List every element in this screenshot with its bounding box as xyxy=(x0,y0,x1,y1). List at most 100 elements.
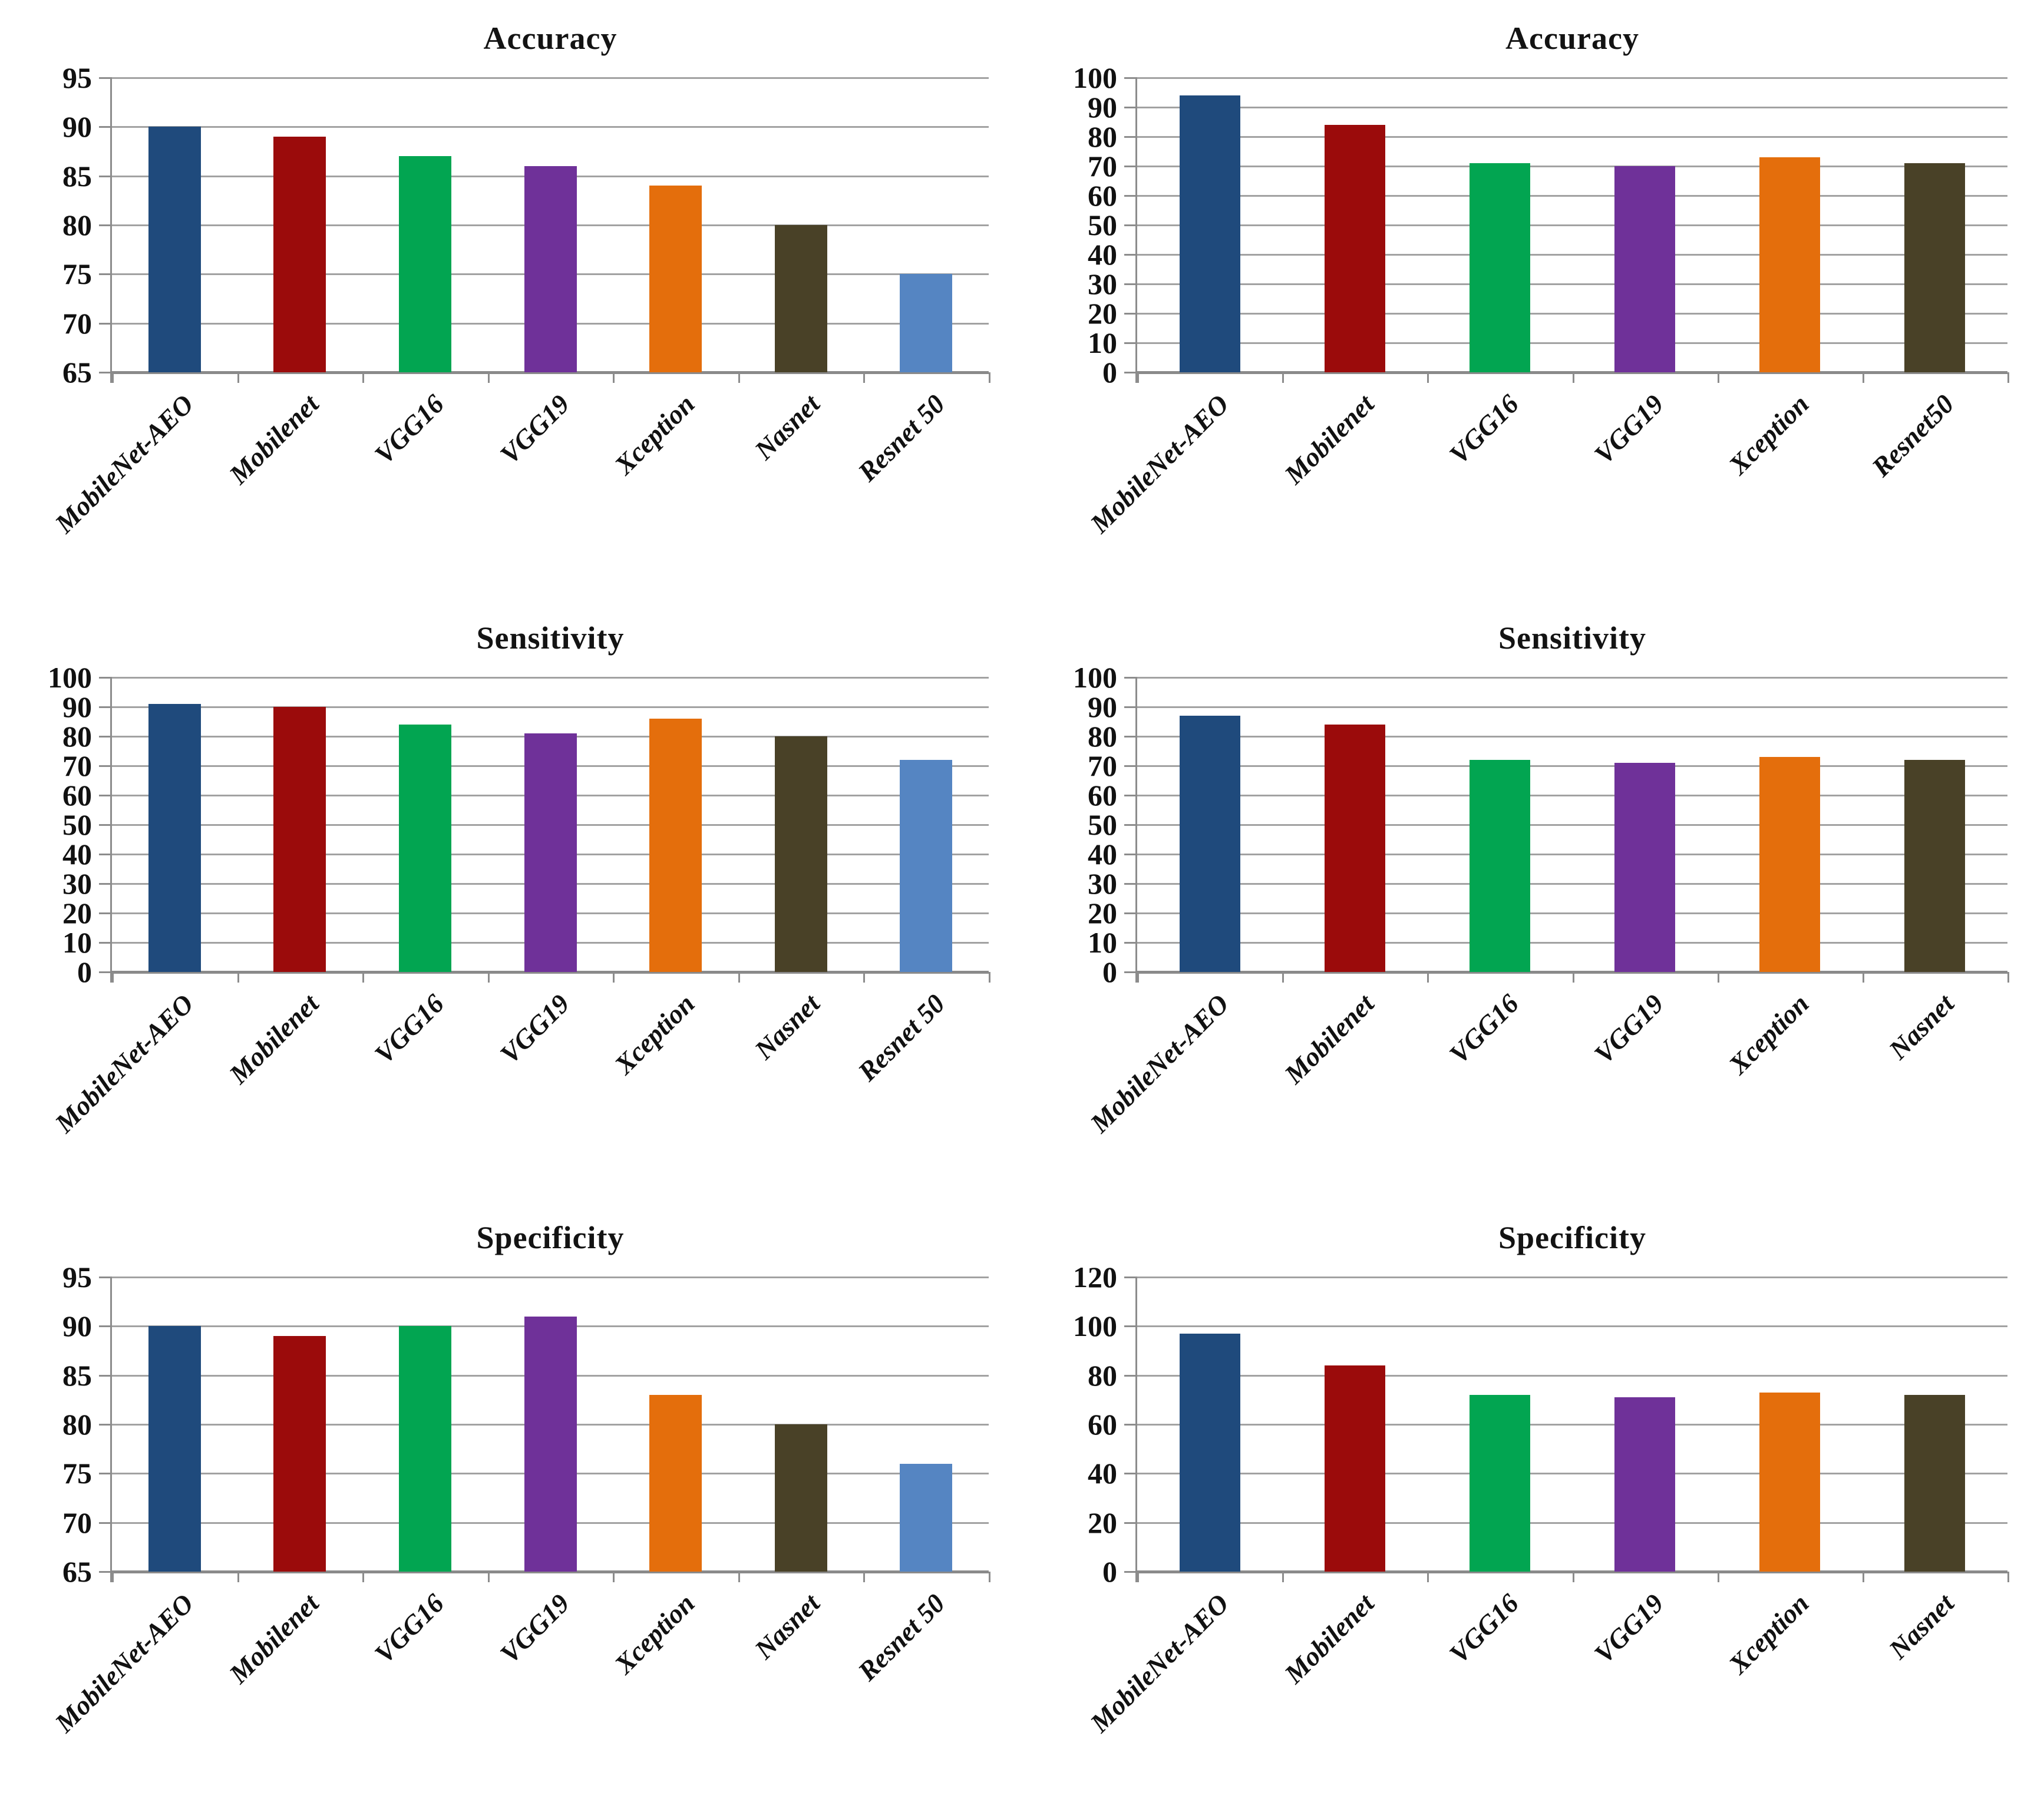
x-category-label: MobileNet-AEO xyxy=(1084,1588,1235,1738)
chart-title: Sensitivity xyxy=(476,620,625,656)
x-category-label: Xception xyxy=(609,988,701,1080)
y-tick-50 xyxy=(1124,824,1137,826)
bar-xception xyxy=(1759,757,1820,972)
y-tick-90 xyxy=(99,706,112,708)
bar-vgg19 xyxy=(524,733,577,972)
x-category-label: MobileNet-AEO xyxy=(1084,988,1235,1139)
x-category-label: Resnet 50 xyxy=(852,1588,951,1686)
bar-mobilenet-aeo xyxy=(1180,1334,1240,1572)
y-tick-label-90: 90 xyxy=(1088,690,1117,723)
y-tick-label-95: 95 xyxy=(62,1261,92,1294)
y-tick-75 xyxy=(99,273,112,276)
x-tick xyxy=(1137,972,1139,983)
y-tick-65 xyxy=(99,372,112,373)
bar-nasnet xyxy=(775,736,827,972)
bar-resnet-50 xyxy=(900,274,952,372)
gridline-70 xyxy=(1137,765,2007,767)
bar-resnet-50 xyxy=(900,760,952,972)
x-axis-line xyxy=(110,971,989,974)
y-tick-70 xyxy=(1124,765,1137,767)
bar-xception xyxy=(1759,157,1820,372)
bar-nasnet xyxy=(775,225,827,372)
x-category-label: Nasnet xyxy=(749,1588,826,1665)
gridline-10 xyxy=(1137,342,2007,344)
bar-vgg19 xyxy=(524,1317,577,1572)
x-tick xyxy=(488,1572,490,1582)
x-tick xyxy=(738,372,740,383)
x-category-label: MobileNet-AEO xyxy=(1084,388,1235,539)
x-tick xyxy=(112,972,114,983)
bar-mobilenet-aeo xyxy=(1180,95,1240,372)
chart-accuracy-left: Accuracy 95 90 85 80 75 70 65 MobileNet-AEO Mobi… xyxy=(0,0,1025,600)
bar-mobilenet-aeo xyxy=(148,704,201,972)
y-tick-10 xyxy=(1124,942,1137,944)
y-tick-label-70: 70 xyxy=(1088,749,1117,782)
x-category-label: Nasnet xyxy=(749,988,826,1065)
y-tick-80 xyxy=(99,1424,112,1426)
chart-title: Accuracy xyxy=(1505,21,1639,56)
x-tick xyxy=(863,372,865,383)
x-category-label: Xception xyxy=(609,1588,701,1680)
gridline-50 xyxy=(1137,224,2007,226)
y-tick-40 xyxy=(1124,254,1137,256)
y-tick-50 xyxy=(1124,224,1137,226)
gridline-20 xyxy=(1137,912,2007,914)
bar-xception xyxy=(649,719,702,972)
bar-mobilenet xyxy=(1325,725,1385,972)
x-tick xyxy=(2007,972,2009,983)
x-category-label: VGG16 xyxy=(369,988,450,1070)
bar-mobilenet-aeo xyxy=(148,1326,201,1572)
y-tick-120 xyxy=(1124,1277,1137,1278)
chart-title: Specificity xyxy=(1498,1220,1646,1255)
y-tick-label-40: 40 xyxy=(1088,238,1117,271)
x-tick xyxy=(2007,1572,2009,1582)
y-tick-label-40: 40 xyxy=(1088,1457,1117,1490)
x-tick xyxy=(989,972,990,983)
bar-vgg19 xyxy=(1614,763,1675,972)
gridline-90 xyxy=(112,126,989,128)
bar-vgg16 xyxy=(1470,163,1530,372)
x-category-label: Resnet50 xyxy=(1865,388,1960,482)
x-tick xyxy=(488,372,490,383)
x-category-label: Mobilenet xyxy=(223,1588,325,1689)
y-tick-60 xyxy=(1124,1424,1137,1426)
bar-nasnet xyxy=(1904,760,1965,972)
x-tick xyxy=(112,1572,114,1582)
x-tick xyxy=(362,972,364,983)
x-category-label: VGG19 xyxy=(1589,388,1670,470)
x-category-label: Nasnet xyxy=(1883,1588,1960,1665)
y-tick-0 xyxy=(1124,372,1137,373)
y-tick-label-40: 40 xyxy=(1088,838,1117,871)
y-tick-label-70: 70 xyxy=(62,1506,92,1539)
x-tick xyxy=(1282,372,1284,383)
gridline-30 xyxy=(1137,883,2007,885)
gridline-60 xyxy=(1137,195,2007,197)
y-tick-60 xyxy=(99,795,112,796)
bar-nasnet xyxy=(775,1424,827,1572)
y-tick-label-70: 70 xyxy=(1088,150,1117,183)
gridline-20 xyxy=(1137,313,2007,315)
y-tick-label-50: 50 xyxy=(1088,808,1117,841)
x-category-label: Mobilenet xyxy=(1278,988,1380,1090)
x-tick xyxy=(738,1572,740,1582)
y-tick-60 xyxy=(1124,195,1137,197)
y-tick-label-90: 90 xyxy=(62,110,92,144)
bar-mobilenet xyxy=(1325,1365,1385,1572)
x-category-label: Xception xyxy=(1723,988,1815,1080)
y-tick-label-80: 80 xyxy=(62,720,92,753)
x-category-label: VGG16 xyxy=(1444,988,1525,1070)
y-tick-label-10: 10 xyxy=(1088,326,1117,359)
gridline-60 xyxy=(1137,795,2007,796)
y-tick-label-85: 85 xyxy=(62,1358,92,1392)
y-axis-line xyxy=(110,78,112,383)
gridline-30 xyxy=(1137,283,2007,285)
y-tick-label-30: 30 xyxy=(1088,267,1117,300)
y-tick-label-80: 80 xyxy=(62,1408,92,1441)
y-tick-70 xyxy=(99,1522,112,1524)
bar-mobilenet-aeo xyxy=(148,127,201,372)
gridline-95 xyxy=(112,77,989,79)
x-tick xyxy=(989,1572,990,1582)
y-axis-line xyxy=(110,677,112,983)
bar-mobilenet xyxy=(273,707,326,972)
plot-area xyxy=(1137,677,2007,972)
